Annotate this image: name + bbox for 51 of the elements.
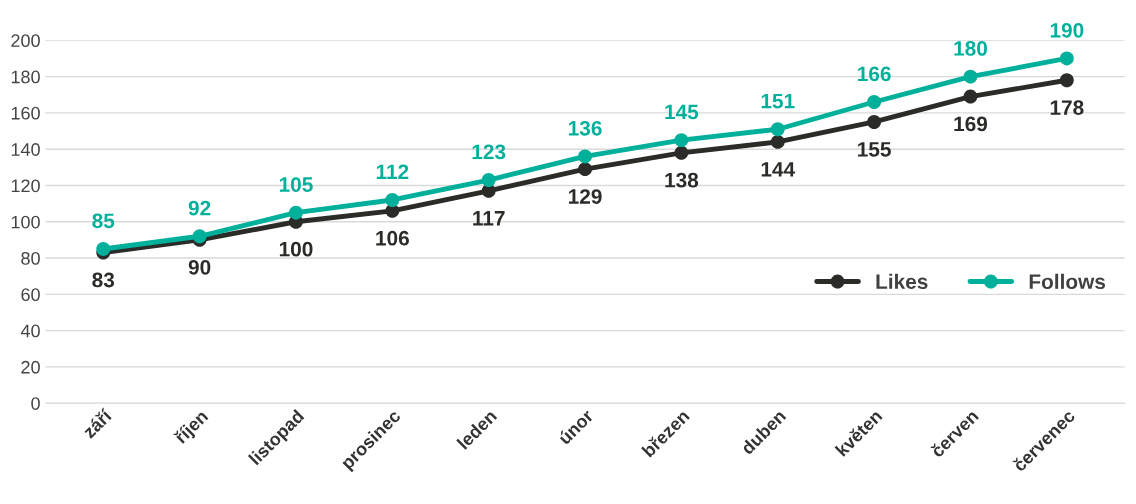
y-tick-label: 140 [11, 143, 40, 156]
point [963, 69, 978, 84]
point [770, 134, 785, 149]
data-label: 180 [954, 41, 987, 56]
point [289, 205, 303, 220]
point [867, 95, 882, 109]
y-tick-label: 180 [11, 70, 40, 84]
data-label: 145 [665, 104, 699, 120]
point [963, 89, 978, 104]
data-label: 166 [858, 66, 891, 82]
point [674, 145, 689, 160]
data-label: 144 [761, 162, 796, 177]
data-label: 112 [376, 164, 409, 179]
y-tick-label: 80 [21, 251, 40, 265]
point [1059, 73, 1074, 88]
data-label: 100 [279, 241, 313, 257]
data-label: 83 [92, 272, 115, 288]
point [385, 193, 400, 207]
point [1059, 51, 1074, 66]
y-tick-label: 20 [21, 360, 40, 374]
data-label: 129 [568, 189, 602, 204]
data-label: 117 [473, 211, 505, 226]
data-label: 90 [188, 259, 211, 275]
y-tick-label: 60 [21, 288, 40, 302]
data-label: 105 [279, 177, 313, 192]
legend-label: Follows [1029, 273, 1106, 290]
data-label: 92 [188, 200, 211, 216]
point [96, 242, 111, 256]
data-label: 190 [1050, 22, 1084, 38]
y-tick-label: 100 [11, 215, 40, 229]
point [578, 149, 592, 164]
data-label: 155 [858, 142, 891, 157]
point [674, 133, 689, 148]
y-tick-label: 120 [11, 179, 40, 193]
data-label: 136 [568, 120, 602, 136]
data-label: 138 [665, 172, 699, 188]
data-label: 169 [954, 116, 988, 132]
point [770, 122, 785, 137]
legend-label: Likes [876, 273, 928, 290]
y-tick-label: 200 [11, 34, 40, 48]
data-label: 123 [472, 144, 506, 160]
point [481, 173, 496, 187]
data-label: 106 [376, 230, 409, 246]
y-tick-label: 0 [31, 397, 40, 410]
point [578, 162, 592, 177]
data-label: 178 [1050, 100, 1084, 115]
y-tick-label: 40 [20, 324, 40, 338]
point [867, 115, 882, 129]
data-label: 85 [92, 213, 115, 229]
data-label: 151 [761, 93, 795, 109]
y-tick-label: 160 [11, 106, 40, 120]
